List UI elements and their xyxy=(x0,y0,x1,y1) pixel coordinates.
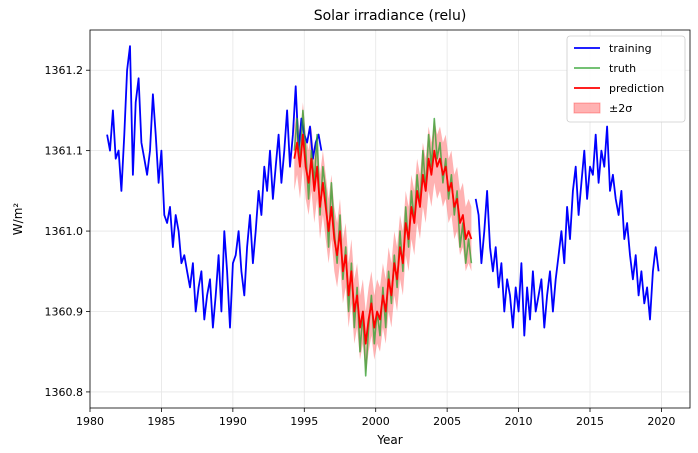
x-tick-label: 2010 xyxy=(505,415,533,428)
legend-label-band: ±2σ xyxy=(609,102,632,115)
legend-label-truth: truth xyxy=(609,62,636,75)
x-tick-label: 2000 xyxy=(362,415,390,428)
y-axis-label: W/m² xyxy=(11,203,25,236)
y-tick-label: 1361.0 xyxy=(45,225,84,238)
y-tick-label: 1360.9 xyxy=(45,305,84,318)
plot-frame xyxy=(89,29,691,409)
legend-box xyxy=(566,35,686,123)
training-line xyxy=(474,125,660,337)
chart-title: Solar irradiance (relu) xyxy=(314,8,467,24)
legend: training truth prediction ±2σ xyxy=(566,35,686,123)
training-line xyxy=(106,45,323,329)
x-tick-label: 1980 xyxy=(76,415,104,428)
tick-layer: 1980 1985 1990 1995 2000 2005 2010 2015 2020 1360… xyxy=(45,64,676,428)
x-tick-label: 1985 xyxy=(147,415,175,428)
legend-swatch-band xyxy=(573,102,601,114)
x-tick-label: 2020 xyxy=(647,415,675,428)
legend-label-training: training xyxy=(609,42,652,55)
x-axis-label: Year xyxy=(376,433,402,447)
x-tick-label: 1990 xyxy=(219,415,247,428)
series-layer xyxy=(106,45,660,377)
prediction-line xyxy=(293,133,473,345)
x-tick-label: 2015 xyxy=(576,415,604,428)
y-tick-label: 1361.1 xyxy=(45,145,84,158)
x-tick-label: 1995 xyxy=(290,415,318,428)
x-tick-label: 2005 xyxy=(433,415,461,428)
legend-label-prediction: prediction xyxy=(609,82,664,95)
y-tick-label: 1361.2 xyxy=(45,64,84,77)
y-tick-label: 1360.8 xyxy=(45,386,84,399)
